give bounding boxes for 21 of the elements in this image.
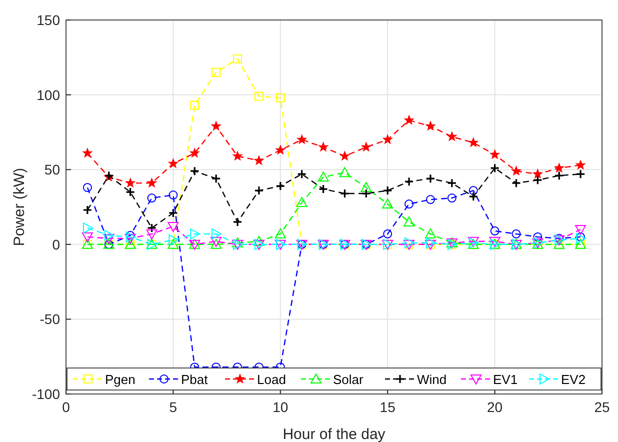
legend-label: Load: [257, 372, 286, 387]
legend-label: Wind: [417, 372, 447, 387]
x-tick-label: 15: [380, 399, 396, 415]
x-tick-label: 0: [62, 399, 70, 415]
legend-label: EV2: [561, 372, 586, 387]
x-tick-label: 20: [487, 399, 503, 415]
y-tick-label: 0: [52, 236, 60, 252]
x-tick-label: 10: [272, 399, 288, 415]
y-tick-label: 150: [36, 12, 60, 28]
y-tick-label: 100: [36, 86, 60, 103]
x-tick-label: 5: [169, 399, 178, 415]
y-tick-label: -100: [32, 386, 60, 402]
x-axis-title: Hour of the day: [282, 426, 386, 442]
y-tick-label: -50: [40, 311, 60, 328]
x-tick-label: 25: [594, 399, 610, 415]
legend-label: Pbat: [181, 372, 208, 387]
legend-label: Solar: [333, 372, 364, 387]
y-axis-title: Power (kW): [11, 168, 28, 246]
legend-label: Pgen: [105, 372, 136, 387]
y-tick-label: 50: [44, 162, 60, 178]
legend-label: EV1: [493, 372, 518, 387]
